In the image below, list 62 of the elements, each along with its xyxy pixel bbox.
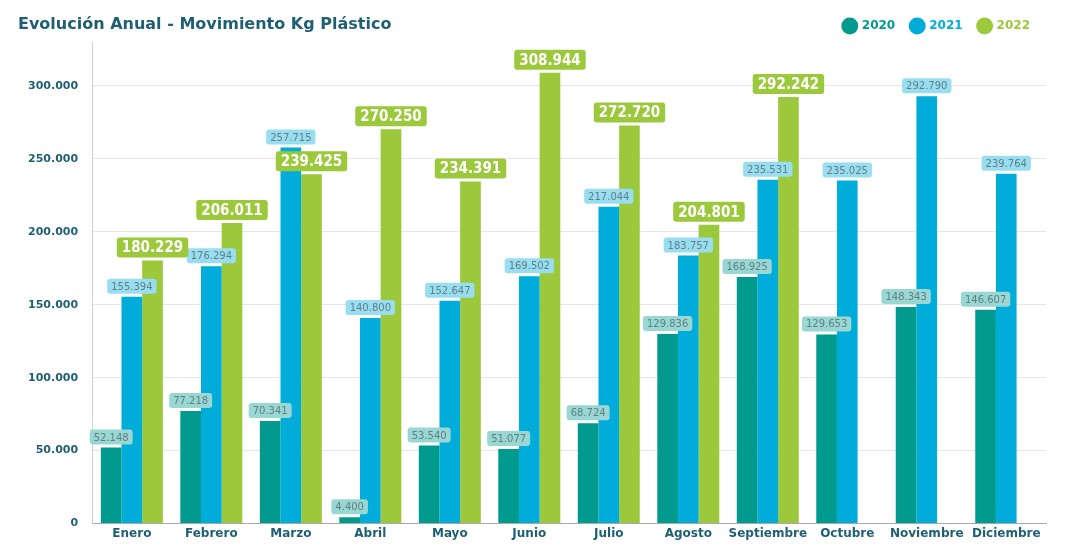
chart-title: Evolución Anual - Movimiento Kg Plástico (18, 14, 392, 33)
x-tick-label: Abril (354, 525, 387, 540)
data-label: 155.394 (111, 280, 153, 292)
data-label: 308.944 (519, 50, 581, 69)
x-tick-label: Enero (112, 525, 152, 540)
legend-label: 2020 (861, 18, 896, 33)
bar (339, 517, 360, 524)
data-label: 204.801 (678, 202, 740, 221)
y-tick-label: 300.000 (27, 78, 79, 92)
y-tick-label: 200.000 (27, 224, 79, 238)
data-label: 53.540 (411, 429, 447, 441)
legend-label: 2021 (929, 18, 963, 33)
data-label: 140.800 (349, 302, 391, 314)
data-label: 4.400 (335, 501, 364, 513)
data-label: 146.607 (964, 293, 1007, 305)
data-label: 51.077 (491, 433, 527, 445)
x-tick-label: Julio (593, 525, 624, 540)
data-label: 77.218 (173, 395, 209, 406)
data-label: 292.790 (906, 80, 948, 92)
data-label: 169.502 (508, 260, 550, 272)
x-tick-label: Agosto (664, 525, 712, 540)
y-tick-label: 0 (70, 516, 79, 530)
data-label: 183.757 (667, 239, 709, 251)
y-tick-label: 250.000 (27, 151, 79, 165)
y-tick-label: 150.000 (27, 297, 79, 311)
data-label: 270.250 (360, 107, 422, 126)
data-label: 70.341 (252, 405, 288, 417)
data-label: 257.715 (270, 131, 312, 143)
x-tick-label: Septiembre (728, 525, 808, 540)
data-label: 239.764 (985, 157, 1027, 169)
data-label: 176.294 (190, 250, 233, 262)
bar (498, 449, 519, 524)
data-label: 68.724 (570, 407, 606, 419)
x-tick-label: Diciembre (971, 525, 1041, 540)
y-tick-label: 50.000 (35, 443, 79, 457)
data-label: 129.836 (646, 318, 689, 330)
bar (895, 307, 917, 524)
data-label: 239.425 (280, 152, 343, 171)
x-tick-label: Mayo (431, 525, 468, 540)
x-tick-label: Junio (511, 525, 547, 540)
data-label: 234.391 (439, 159, 502, 178)
data-label: 217.044 (588, 190, 630, 202)
data-label: 235.531 (747, 163, 789, 175)
bar (736, 277, 758, 524)
data-label: 235.025 (826, 164, 868, 176)
data-label: 152.647 (429, 284, 471, 296)
data-label: 180.229 (121, 238, 184, 257)
y-tick-label: 100.000 (27, 370, 79, 384)
data-label: 206.011 (201, 200, 263, 219)
data-label: 129.653 (805, 318, 848, 330)
bar (301, 174, 322, 524)
x-tick-label: Octubre (820, 525, 875, 540)
x-tick-label: Febrero (185, 525, 238, 540)
bar (657, 334, 678, 524)
data-label: 52.148 (93, 431, 129, 443)
data-label: 292.242 (757, 74, 820, 93)
x-tick-label: Noviembre (890, 525, 964, 540)
data-label: 168.925 (726, 261, 768, 273)
x-tick-label: Marzo (270, 525, 312, 540)
data-label: 148.343 (885, 291, 927, 303)
legend-label: 2022 (996, 18, 1031, 33)
data-label: 272.720 (598, 103, 661, 122)
